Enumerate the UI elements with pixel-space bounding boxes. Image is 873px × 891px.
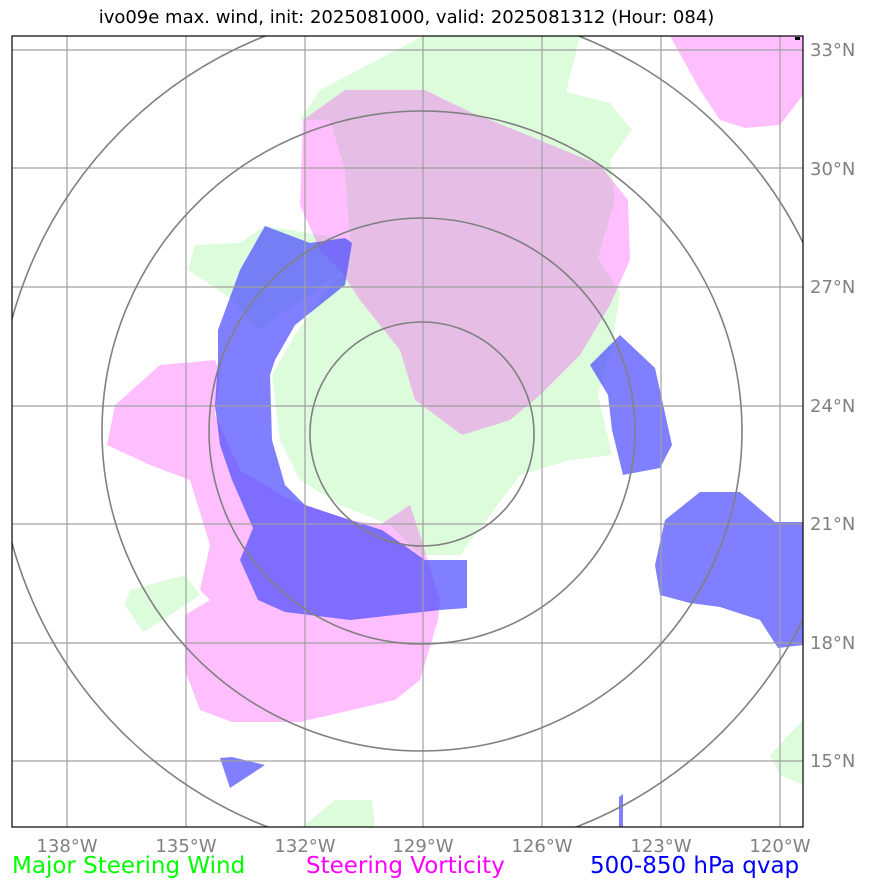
qvap-region xyxy=(220,757,265,788)
lon-tick-labels: 138°W 135°W 132°W 129°W 126°W 123°W 120°… xyxy=(36,836,810,857)
qvap-region xyxy=(590,335,672,475)
steering-wind-region xyxy=(188,36,632,555)
steering-vorticity-field xyxy=(107,36,803,722)
lat-tick-label: 15°N xyxy=(810,751,855,772)
lon-tick-label: 123°W xyxy=(630,836,691,857)
steering-vorticity-region xyxy=(670,36,803,128)
map-frame xyxy=(11,35,804,828)
lat-tick-label: 27°N xyxy=(810,277,855,298)
legend-steering-vorticity: Steering Vorticity xyxy=(306,853,505,879)
steering-wind-field xyxy=(125,36,803,827)
range-ring xyxy=(309,321,535,547)
range-ring xyxy=(208,217,636,645)
qvap-region xyxy=(619,794,623,827)
lon-tick-label: 132°W xyxy=(274,836,335,857)
lat-tick-label: 18°N xyxy=(810,633,855,654)
lon-tick-label: 126°W xyxy=(511,836,572,857)
qvap-field xyxy=(215,226,803,827)
range-rings xyxy=(12,36,803,827)
map-title: ivo09e max. wind, init: 2025081000, vali… xyxy=(98,7,715,28)
lat-tick-labels: 33°N 30°N 27°N 24°N 21°N 18°N 15°N xyxy=(810,40,855,772)
lon-tick-label: 135°W xyxy=(155,836,216,857)
steering-wind-region xyxy=(770,720,803,785)
qvap-region xyxy=(215,226,467,620)
lon-tick-label: 138°W xyxy=(36,836,97,857)
lon-tick-label: 120°W xyxy=(749,836,810,857)
lat-tick-label: 30°N xyxy=(810,159,855,180)
corner-marker xyxy=(795,37,800,40)
lon-tick-label: 129°W xyxy=(392,836,453,857)
legend-qvap: 500-850 hPa qvap xyxy=(590,853,800,879)
steering-vorticity-region xyxy=(300,90,630,435)
legend-steering-wind: Major Steering Wind xyxy=(12,853,246,879)
graticule xyxy=(12,36,803,827)
range-ring xyxy=(101,110,743,752)
steering-wind-region xyxy=(302,800,375,827)
qvap-region xyxy=(655,492,803,648)
lat-tick-label: 33°N xyxy=(810,40,855,61)
map-plot-area xyxy=(12,36,803,827)
lat-tick-label: 24°N xyxy=(810,396,855,417)
lat-tick-label: 21°N xyxy=(810,514,855,535)
